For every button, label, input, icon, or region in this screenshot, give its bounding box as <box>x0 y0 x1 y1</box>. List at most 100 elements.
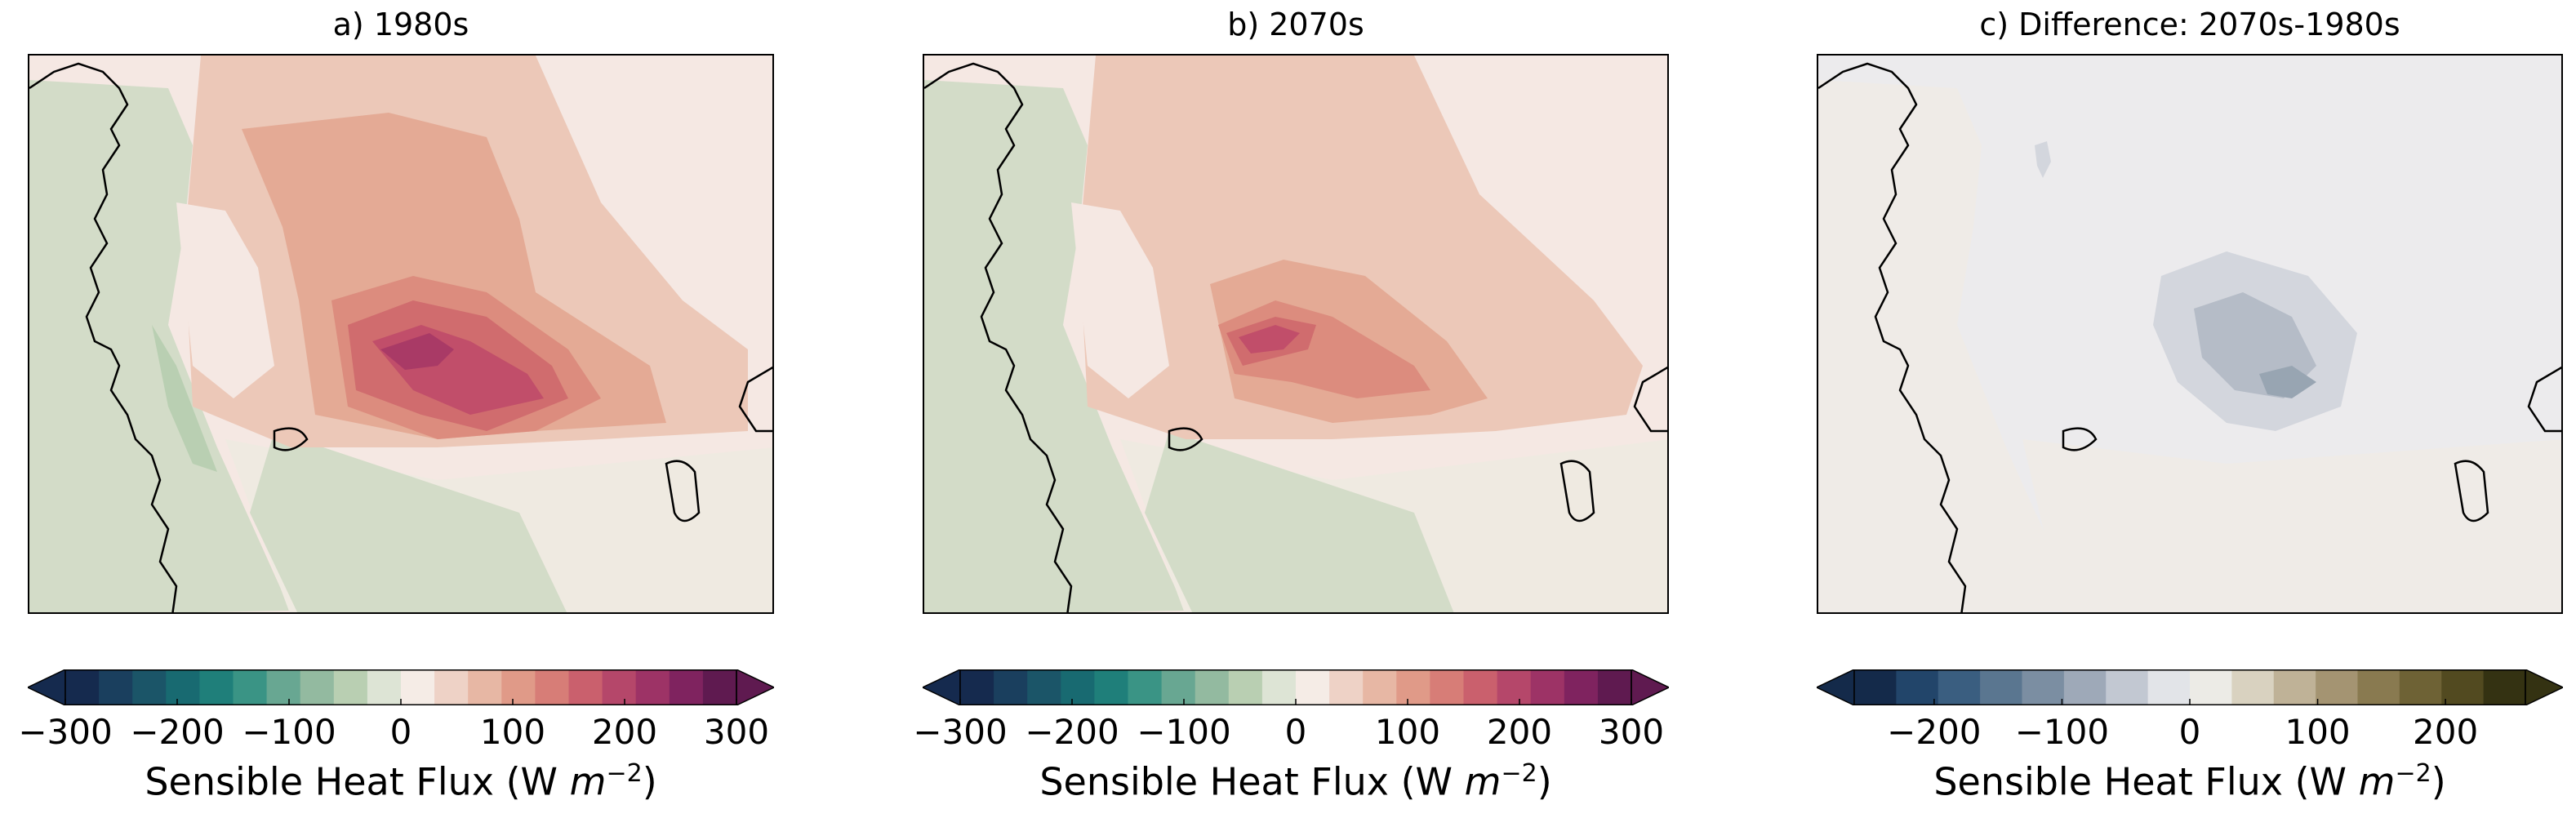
colorbar-tick-label: 100 <box>479 712 546 752</box>
colorbar-swatch <box>2190 669 2232 705</box>
panel-a-neutral-channel <box>176 202 274 398</box>
colorbar-swatch <box>994 669 1028 705</box>
colorbar-swatch <box>1261 669 1297 705</box>
panel-a-ne-neutral <box>552 56 772 398</box>
panel-b-colorbar-label: Sensible Heat Flux (W m−2) <box>1039 759 1552 804</box>
colorbar-swatch <box>2231 669 2275 705</box>
colorbar-swatch <box>199 669 234 705</box>
colorbar-swatch <box>1980 669 2022 705</box>
colorbar-swatch <box>1195 669 1230 705</box>
colorbar-tick-label: 200 <box>1486 712 1553 752</box>
colorbar-swatch <box>2273 669 2316 705</box>
panel-b-neutral-channel <box>1071 202 1169 398</box>
colorbar-swatch <box>602 669 637 705</box>
colorbar-swatch <box>2357 669 2400 705</box>
colorbar-tick-label: 300 <box>703 712 770 752</box>
colorbar-swatch <box>2483 669 2526 705</box>
colorbar-tick-label: 0 <box>1284 712 1307 752</box>
colorbar-swatch <box>434 669 469 705</box>
colorbar-tick-label: −200 <box>130 712 225 752</box>
colorbar-swatch <box>1497 669 1532 705</box>
colorbar-swatch <box>669 669 704 705</box>
colorbar-swatch <box>1296 669 1330 705</box>
colorbar-swatch <box>1396 669 1430 705</box>
panel-a-coastline-west <box>29 62 178 612</box>
colorbar-tick-label: 100 <box>2285 712 2351 752</box>
colorbar-swatch <box>2022 669 2065 705</box>
colorbar-swatch <box>1228 669 1263 705</box>
colorbar-extend-low <box>28 669 66 705</box>
panel-c-title: c) Difference: 2070s-1980s <box>1979 7 2400 42</box>
panel-b-map <box>923 54 1669 614</box>
colorbar-swatch <box>1061 669 1095 705</box>
colorbar-swatch <box>166 669 200 705</box>
panel-a-contour-map <box>29 56 772 612</box>
panel-a-coastline-island <box>273 427 309 451</box>
colorbar-swatch <box>1938 669 1981 705</box>
panel-b-level-5 <box>1239 325 1300 353</box>
colorbar-tick-label: 100 <box>1374 712 1441 752</box>
colorbar-tick-label: −100 <box>242 712 336 752</box>
colorbar-swatch <box>65 669 100 705</box>
panel-a-level-6 <box>380 333 454 370</box>
colorbar-swatch <box>1854 669 1897 705</box>
panel-b-contour-map <box>924 56 1667 612</box>
colorbar-tick-label: 300 <box>1598 712 1665 752</box>
panel-b-south-green <box>1145 431 1454 612</box>
panel-a-south-green <box>250 431 567 612</box>
colorbar-extend-high <box>1631 669 1669 705</box>
colorbar-swatch <box>1530 669 1565 705</box>
colorbar-swatch <box>1128 669 1163 705</box>
colorbar-swatch <box>501 669 536 705</box>
colorbar-swatch <box>333 669 368 705</box>
colorbar-swatch <box>367 669 402 705</box>
colorbar-swatch <box>1363 669 1397 705</box>
colorbar-swatch <box>132 669 167 705</box>
panel-c-land <box>1818 80 2080 612</box>
colorbar-tick-label: −200 <box>1025 712 1119 752</box>
colorbar-swatch <box>1463 669 1498 705</box>
panel-a-coastline-ne <box>738 366 772 433</box>
colorbar-swatch <box>1597 669 1632 705</box>
colorbar-extend-high <box>2525 669 2563 705</box>
colorbar-tick-label: −300 <box>913 712 1008 752</box>
colorbar-extend-low <box>1817 669 1855 705</box>
panel-b-title: b) 2070s <box>1227 7 1364 42</box>
panel-b-colorbar-ticks: −300 −200 −100 0 100 200 300 <box>913 712 1669 753</box>
panel-c-level-3 <box>2259 366 2316 398</box>
panel-c-map <box>1817 54 2563 614</box>
colorbar-swatch <box>1896 669 1939 705</box>
panel-b-land-green <box>924 80 1186 612</box>
panel-a-title: a) 1980s <box>332 7 469 42</box>
panel-c-coastline-island <box>2062 427 2098 451</box>
panel-c-colorbar-label: Sensible Heat Flux (W m−2) <box>1933 759 2446 804</box>
colorbar-tick-label: −100 <box>2014 712 2110 752</box>
panel-a-colorbar <box>28 669 774 705</box>
colorbar-swatch <box>1430 669 1464 705</box>
colorbar-swatch <box>2147 669 2191 705</box>
panel-c-coastline-east <box>2454 460 2489 522</box>
colorbar-tick-label: −200 <box>1887 712 1982 752</box>
panel-b-coastline-island <box>1168 427 1203 451</box>
colorbar-tick-label: 200 <box>591 712 658 752</box>
colorbar-swatch <box>468 669 502 705</box>
colorbar-tick-label: 200 <box>2413 712 2479 752</box>
panel-c-coastline-ne <box>2527 366 2561 433</box>
panel-c-colorbar <box>1817 669 2563 705</box>
panel-c-small-blob <box>2035 141 2051 178</box>
panel-a-colorbar-label: Sensible Heat Flux (W m−2) <box>145 759 657 804</box>
colorbar-tick-label: 0 <box>389 712 412 752</box>
colorbar-swatch <box>1027 669 1061 705</box>
colorbar-swatch <box>300 669 335 705</box>
colorbar-swatch <box>2316 669 2358 705</box>
colorbar-swatch <box>401 669 435 705</box>
panel-b-colorbar <box>923 669 1669 705</box>
panel-b-level-1 <box>1079 56 1643 439</box>
colorbar-extend-high <box>736 669 774 705</box>
colorbar-swatch <box>635 669 670 705</box>
colorbar-swatch <box>2399 669 2442 705</box>
colorbar-swatch <box>568 669 603 705</box>
colorbar-swatch <box>960 669 994 705</box>
colorbar-tick-label: 0 <box>2178 712 2201 752</box>
panel-c-coastline-west <box>1818 62 1967 612</box>
